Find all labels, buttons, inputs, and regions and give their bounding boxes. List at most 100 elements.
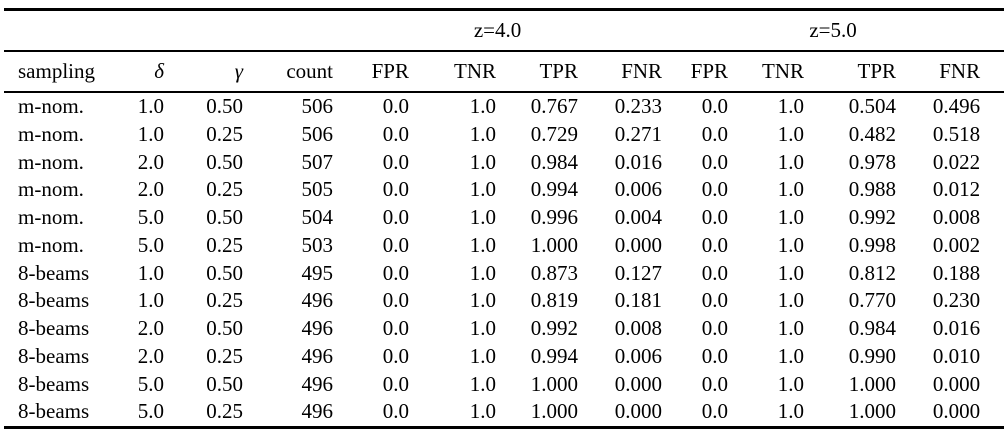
cell-fpr-z5: 0.0 (701, 343, 729, 368)
cell-sampling: 8-beams (18, 288, 90, 313)
cell-count: 495 (301, 260, 334, 285)
cell-tpr-z4: 0.767 (530, 94, 578, 118)
group-header-z4: z=4.0 (473, 18, 522, 42)
cell-count: 496 (301, 288, 334, 313)
cell-tpr-z4: 0.994 (530, 177, 578, 202)
cell-fpr-z5: 0.0 (701, 149, 729, 174)
table-row: 8-beams 5.0 0.50 496 0.0 1.0 1.000 0.000 0.0 1.0 1… (4, 371, 1004, 399)
cell-delta: 5.0 (137, 232, 164, 257)
table-row: 8-beams 2.0 0.50 496 0.0 1.0 0.992 0.008 0.0 1.0 0… (4, 315, 1004, 343)
col-header-tpr-z4: TPR (539, 59, 578, 83)
cell-fpr-z4: 0.0 (382, 94, 409, 118)
cell-fnr-z5: 0.012 (932, 177, 981, 202)
col-header-fpr-z4: FPR (371, 59, 409, 83)
cell-gamma: 0.50 (206, 94, 243, 118)
cell-sampling: 8-beams (18, 343, 90, 368)
cell-gamma: 0.25 (206, 121, 243, 146)
cell-gamma: 0.25 (206, 343, 243, 368)
cell-fpr-z5: 0.0 (701, 316, 729, 340)
cell-fnr-z4: 0.181 (614, 288, 663, 313)
col-header-sampling: sampling (18, 59, 95, 83)
cell-tnr-z5: 1.0 (777, 288, 805, 313)
cell-fnr-z5: 0.002 (932, 232, 981, 257)
col-header-delta: δ (154, 59, 164, 83)
cell-gamma: 0.50 (206, 205, 243, 229)
cell-fpr-z4: 0.0 (382, 343, 409, 368)
cell-count: 496 (301, 316, 334, 340)
cell-tnr-z4: 1.0 (469, 260, 496, 285)
cell-gamma: 0.25 (206, 288, 243, 313)
cell-tpr-z5: 0.988 (848, 177, 897, 202)
cell-tpr-z5: 0.482 (848, 121, 897, 146)
cell-fnr-z4: 0.271 (614, 121, 663, 146)
cell-fnr-z5: 0.022 (932, 149, 981, 174)
cell-fnr-z4: 0.016 (614, 149, 663, 174)
cell-gamma: 0.50 (206, 316, 243, 340)
cell-tpr-z5: 0.504 (848, 94, 897, 118)
cell-fpr-z5: 0.0 (701, 121, 729, 146)
group-header-row: z=4.0 z=5.0 (4, 10, 1005, 51)
cell-sampling: m-nom. (18, 177, 84, 202)
cell-delta: 2.0 (137, 316, 164, 340)
table-row: m-nom. 5.0 0.50 504 0.0 1.0 0.996 0.004 0.0 1.0 0.… (4, 204, 1004, 232)
col-header-gamma: γ (234, 59, 243, 83)
cell-fnr-z4: 0.000 (614, 399, 663, 424)
cell-fpr-z5: 0.0 (701, 94, 729, 118)
cell-tpr-z5: 1.000 (848, 371, 897, 396)
cell-gamma: 0.50 (206, 371, 243, 396)
cell-gamma: 0.25 (206, 177, 243, 202)
cell-tnr-z5: 1.0 (777, 316, 805, 340)
cell-tpr-z4: 1.000 (530, 232, 578, 257)
cell-fnr-z5: 0.016 (932, 316, 981, 340)
cell-tpr-z4: 0.873 (530, 260, 578, 285)
cell-count: 496 (301, 371, 334, 396)
cell-fnr-z4: 0.008 (614, 316, 663, 340)
cell-fnr-z5: 0.010 (932, 343, 981, 368)
cell-fpr-z4: 0.0 (382, 260, 409, 285)
cell-delta: 2.0 (137, 343, 164, 368)
results-table-body: m-nom. 1.0 0.50 506 0.0 1.0 0.767 0.233 0.0 1.0 0.… (4, 92, 1004, 428)
results-table-head: z=4.0 z=5.0 sampling δ γ count FPR TNR T… (4, 10, 1005, 92)
cell-tnr-z5: 1.0 (777, 121, 805, 146)
cell-count: 504 (301, 205, 334, 229)
cell-delta: 5.0 (137, 371, 164, 396)
table-row: m-nom. 1.0 0.50 506 0.0 1.0 0.767 0.233 0.0 1.0 0.… (4, 92, 1004, 121)
cell-fnr-z4: 0.233 (614, 94, 663, 118)
cell-tnr-z5: 1.0 (777, 177, 805, 202)
cell-fpr-z4: 0.0 (382, 371, 409, 396)
cell-delta: 1.0 (137, 94, 164, 118)
cell-tnr-z4: 1.0 (469, 316, 496, 340)
cell-sampling: 8-beams (18, 399, 90, 424)
cell-fnr-z4: 0.000 (614, 232, 663, 257)
cell-tnr-z5: 1.0 (777, 343, 805, 368)
cell-tpr-z5: 0.978 (848, 149, 897, 174)
cell-count: 505 (301, 177, 334, 202)
table-row: m-nom. 1.0 0.25 506 0.0 1.0 0.729 0.271 0.0 1.0 0.… (4, 121, 1004, 149)
table-row: m-nom. 5.0 0.25 503 0.0 1.0 1.000 0.000 0.0 1.0 0.… (4, 232, 1004, 260)
cell-sampling: m-nom. (18, 232, 84, 257)
cell-sampling: m-nom. (18, 149, 84, 174)
table-row: m-nom. 2.0 0.50 507 0.0 1.0 0.984 0.016 0.0 1.0 0.… (4, 149, 1004, 177)
cell-count: 496 (301, 343, 334, 368)
cell-sampling: m-nom. (18, 94, 84, 118)
cell-tnr-z4: 1.0 (469, 94, 496, 118)
cell-tpr-z5: 0.992 (848, 205, 897, 229)
cell-gamma: 0.50 (206, 149, 243, 174)
cell-tnr-z5: 1.0 (777, 399, 805, 424)
cell-sampling: m-nom. (18, 205, 84, 229)
cell-count: 503 (301, 232, 334, 257)
results-table: z=4.0 z=5.0 sampling δ γ count FPR TNR T… (4, 8, 1005, 429)
cell-tpr-z4: 1.000 (530, 399, 578, 424)
group-header-z5: z=5.0 (809, 18, 857, 42)
cell-tnr-z5: 1.0 (777, 232, 805, 257)
col-header-count: count (286, 59, 333, 83)
cell-tpr-z5: 0.812 (848, 260, 897, 285)
cell-tnr-z5: 1.0 (777, 371, 805, 396)
cell-gamma: 0.25 (206, 399, 243, 424)
table-row: 8-beams 1.0 0.50 495 0.0 1.0 0.873 0.127 0.0 1.0 0… (4, 260, 1004, 288)
col-header-fnr-z4: FNR (621, 59, 663, 83)
cell-tpr-z4: 0.729 (530, 121, 578, 146)
cell-count: 506 (301, 94, 334, 118)
cell-tpr-z4: 1.000 (530, 371, 578, 396)
